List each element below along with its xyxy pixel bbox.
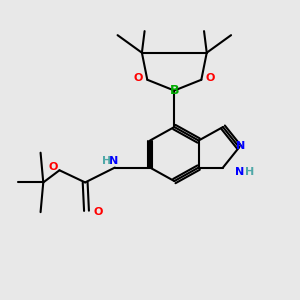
Text: B: B (169, 84, 179, 97)
Text: N: N (109, 156, 118, 166)
Text: O: O (93, 207, 103, 217)
Text: O: O (206, 74, 215, 83)
Text: N: N (235, 167, 244, 177)
Text: O: O (49, 162, 58, 172)
Text: O: O (134, 74, 143, 83)
Text: H: H (245, 167, 254, 177)
Text: N: N (236, 141, 245, 151)
Text: H: H (102, 156, 111, 166)
